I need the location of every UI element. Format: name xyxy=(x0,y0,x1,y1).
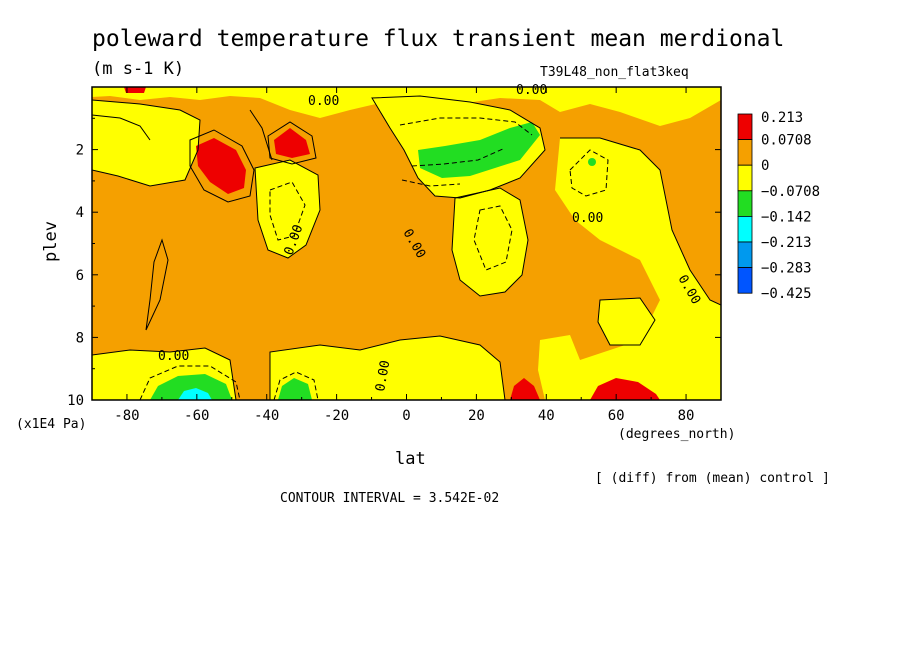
contour-field xyxy=(92,87,721,400)
colorbar-swatch xyxy=(737,215,753,243)
x-axis: -80 -60 -40 -20 0 20 40 60 80 xyxy=(114,87,694,424)
yellow-region-surface-center xyxy=(270,336,505,400)
colorbar-swatch xyxy=(737,164,753,192)
colorbar-level-label: −0.425 xyxy=(761,286,812,302)
colorbar-level-label: −0.213 xyxy=(761,235,812,251)
x-axis-title: lat xyxy=(395,449,426,469)
yellow-region-nh-sub xyxy=(598,298,655,345)
y-units-label: (x1E4 Pa) xyxy=(16,417,86,432)
contour-lines-negative xyxy=(139,117,609,400)
green-region-sh-surface-35 xyxy=(278,378,312,400)
y-tick-label: 6 xyxy=(76,268,84,284)
yellow-region-sh-mid xyxy=(255,160,320,258)
colorbar-swatch xyxy=(737,139,753,166)
yellow-region-nh-lower xyxy=(538,335,582,400)
green-spot-nh-50 xyxy=(588,158,596,166)
units-label: (m s-1 K) xyxy=(92,59,184,79)
y-tick-label: 4 xyxy=(76,205,84,221)
y-tick-label: 10 xyxy=(67,393,84,409)
yellow-region-top-band xyxy=(92,87,721,126)
x-tick-label: 40 xyxy=(538,408,555,424)
contour-interval: CONTOUR INTERVAL = 3.542E-02 xyxy=(280,491,499,506)
colorbar-swatch xyxy=(737,190,753,217)
x-tick-label: -40 xyxy=(254,408,279,424)
x-tick-label: 20 xyxy=(468,408,485,424)
colorbar-level-label: 0.0708 xyxy=(761,133,812,149)
red-region-nh-surface-30 xyxy=(510,378,540,400)
run-label: T39L48_non_flat3keq xyxy=(540,65,689,80)
yellow-region-left-upper xyxy=(92,100,200,186)
y-tick-label: 8 xyxy=(76,330,84,346)
x-tick-label: 0 xyxy=(402,408,410,424)
contour-lines xyxy=(92,95,721,400)
diff-note: [ (diff) from (mean) control ] xyxy=(595,471,830,486)
x-tick-label: -20 xyxy=(324,408,349,424)
yellow-region-right-column xyxy=(555,138,721,400)
y-axis-title: plev xyxy=(41,221,61,262)
colorbar-swatch xyxy=(737,113,753,141)
chart-title: poleward temperature flux transient mean… xyxy=(92,26,784,52)
colorbar-level-label: −0.0708 xyxy=(761,184,820,200)
x-tick-label: -60 xyxy=(184,408,209,424)
colorbar-level-label: −0.283 xyxy=(761,261,812,277)
x-tick-label: -80 xyxy=(114,408,139,424)
colorbar-level-label: 0.213 xyxy=(761,110,803,126)
colorbar: 0.213 0.0708 0 −0.0708 −0.142 −0.213 −0.283 −0.… xyxy=(737,110,820,302)
x-tick-label: 80 xyxy=(678,408,695,424)
x-units-label: (degrees_north) xyxy=(618,427,735,442)
red-region-sh-upper-55 xyxy=(196,138,246,194)
contour-label-2: 0.00 xyxy=(516,83,547,98)
green-region-nh-upper xyxy=(418,122,540,178)
y-axis: 2 4 6 8 10 xyxy=(67,117,721,409)
cyan-region-sh-surface-60 xyxy=(178,388,212,400)
red-region-sh-upper-32 xyxy=(274,128,310,158)
colorbar-swatch xyxy=(737,267,753,294)
red-region-nh-surface-60 xyxy=(590,378,660,400)
colorbar-level-label: 0 xyxy=(761,158,769,174)
contour-label-8: 0.00 xyxy=(373,359,393,392)
contour-label-3: 0.00 xyxy=(572,211,603,226)
contour-label-1: 0.00 xyxy=(308,94,339,109)
colorbar-swatch xyxy=(737,241,753,269)
red-region-top-left xyxy=(124,87,146,93)
x-tick-label: 60 xyxy=(608,408,625,424)
contour-label-7: 0.00 xyxy=(158,349,189,364)
green-region-sh-surface-60 xyxy=(150,374,232,400)
y-tick-label: 2 xyxy=(76,143,84,159)
yellow-region-center-column xyxy=(452,188,528,296)
colorbar-level-label: −0.142 xyxy=(761,209,812,225)
